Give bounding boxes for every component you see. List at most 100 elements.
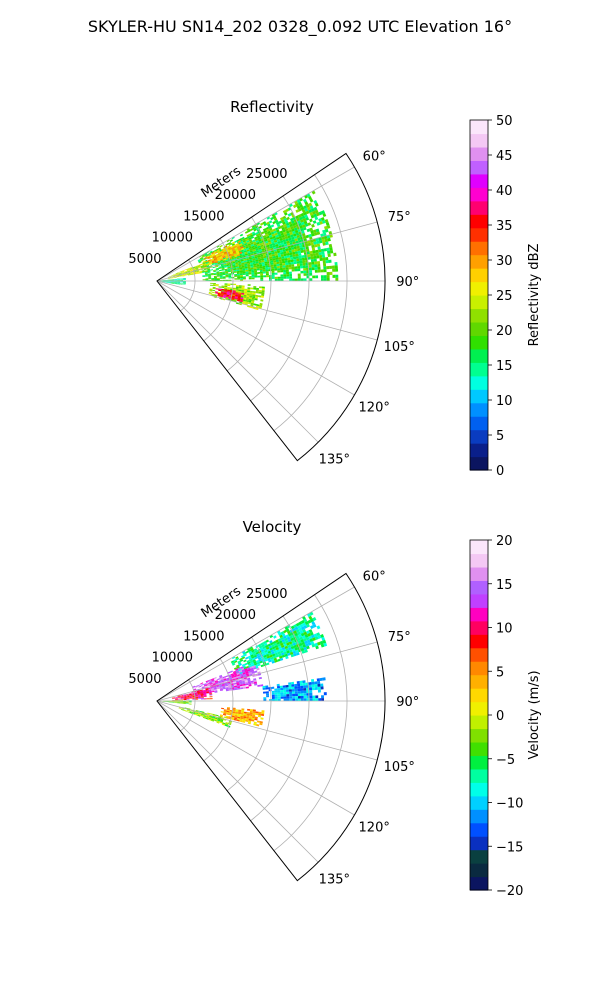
echo-cell xyxy=(200,696,204,698)
echo-cell xyxy=(213,272,217,274)
echo-cell xyxy=(280,217,284,221)
echo-cell xyxy=(274,688,278,691)
echo-cell xyxy=(219,273,223,275)
echo-cell xyxy=(245,273,249,275)
echo-cell xyxy=(260,246,265,250)
echo-cell xyxy=(244,291,248,294)
echo-cell xyxy=(244,230,249,234)
echo-cell xyxy=(215,267,219,270)
echo-cell xyxy=(177,281,181,283)
echo-cell xyxy=(225,723,229,726)
echo-cell xyxy=(245,716,250,719)
echo-cell xyxy=(259,234,263,238)
echo-cell xyxy=(216,686,220,689)
echo-cell xyxy=(298,633,302,638)
echo-cell xyxy=(302,644,307,648)
echo-cell xyxy=(176,273,179,275)
echo-cell xyxy=(225,273,229,275)
echo-cell xyxy=(293,644,298,649)
echo-cell xyxy=(238,263,242,266)
echo-cell xyxy=(275,259,280,263)
radial-tick-label: 5000 xyxy=(128,672,161,687)
echo-cell xyxy=(266,235,270,239)
echo-cell xyxy=(298,621,303,626)
echo-cell xyxy=(245,301,249,304)
echo-cell xyxy=(271,213,276,217)
echo-cell xyxy=(268,269,272,272)
echo-cell xyxy=(200,265,204,268)
echo-cell xyxy=(261,713,265,716)
echo-cell xyxy=(206,681,209,684)
echo-cell xyxy=(286,636,291,640)
echo-cell xyxy=(195,698,199,700)
echo-cell xyxy=(303,646,307,651)
echo-cell xyxy=(184,270,188,273)
echo-cell xyxy=(200,696,204,698)
echo-cell xyxy=(273,260,277,263)
echo-cell xyxy=(175,699,178,701)
echo-cell xyxy=(239,720,243,723)
echo-cell xyxy=(235,249,239,253)
echo-cell xyxy=(189,711,193,714)
echo-cell xyxy=(238,679,242,683)
echo-cell xyxy=(189,267,193,270)
echo-cell xyxy=(238,285,242,287)
echo-cell xyxy=(304,201,309,206)
echo-cell xyxy=(280,644,285,648)
echo-cell xyxy=(177,702,180,704)
colorbar-tick-label: −20 xyxy=(496,884,523,899)
echo-cell xyxy=(310,259,315,263)
echo-cell xyxy=(244,263,248,266)
colorbar-swatch xyxy=(470,836,488,851)
echo-cell xyxy=(180,699,184,700)
echo-cell xyxy=(191,693,195,695)
echo-cell xyxy=(182,283,186,284)
echo-cell xyxy=(276,649,280,653)
echo-cell xyxy=(304,649,308,653)
echo-cell xyxy=(314,681,318,685)
echo-cell xyxy=(254,298,258,301)
echo-cell xyxy=(178,272,182,274)
echo-cell xyxy=(290,261,294,265)
echo-cell xyxy=(213,270,217,273)
echo-cell xyxy=(208,259,212,262)
echo-cell xyxy=(298,642,303,647)
echo-cell xyxy=(241,655,245,658)
echo-cell xyxy=(255,294,259,297)
echo-cell xyxy=(226,708,230,710)
echo-cell xyxy=(324,225,328,230)
echo-cell xyxy=(316,625,321,630)
echo-cell xyxy=(279,265,283,269)
echo-cell xyxy=(326,278,330,281)
echo-cell xyxy=(320,217,325,221)
echo-cell xyxy=(280,278,284,281)
echo-cell xyxy=(188,702,192,704)
echo-cell xyxy=(313,213,318,218)
echo-cell xyxy=(309,218,313,223)
echo-cell xyxy=(210,687,214,690)
echo-cell xyxy=(246,712,250,714)
echo-cell xyxy=(284,233,288,237)
echo-cell xyxy=(262,685,266,688)
echo-cell xyxy=(287,235,291,239)
echo-cell xyxy=(190,272,194,274)
echo-cell xyxy=(329,234,333,238)
colorbar-tick-label: 0 xyxy=(496,709,504,724)
echo-cell xyxy=(183,697,187,699)
echo-cell xyxy=(214,689,218,691)
colorbar-swatch xyxy=(470,308,488,323)
echo-cell xyxy=(189,697,193,699)
echo-cell xyxy=(319,254,323,259)
echo-cell xyxy=(256,667,260,671)
echo-cell xyxy=(249,714,253,717)
echo-cell xyxy=(257,715,261,718)
echo-cell xyxy=(208,275,212,277)
echo-cell xyxy=(204,684,208,687)
echo-cell xyxy=(278,235,282,239)
colorbar-swatch xyxy=(470,281,488,296)
echo-cell xyxy=(224,269,228,272)
echo-cell xyxy=(226,293,230,296)
echo-cell xyxy=(266,228,270,232)
echo-cell xyxy=(180,283,183,284)
echo-cell xyxy=(247,655,252,659)
